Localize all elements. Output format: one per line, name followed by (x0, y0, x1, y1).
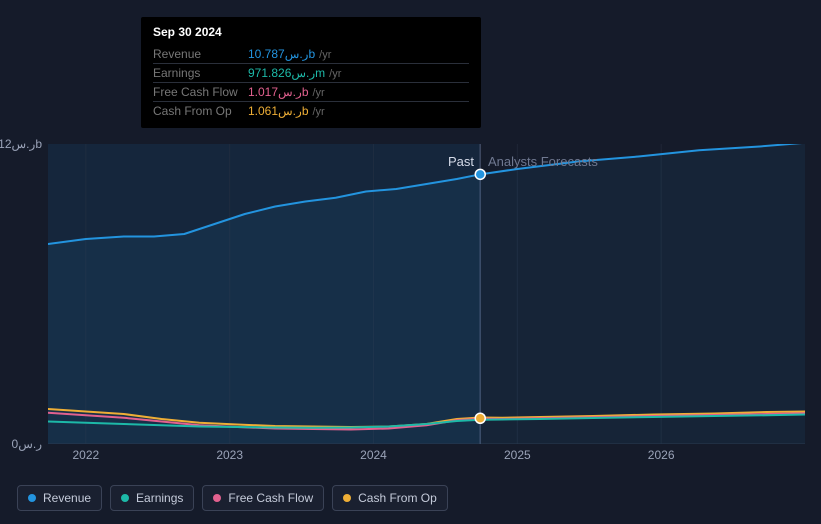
x-axis-tick-label: 2022 (72, 448, 99, 462)
y-axis-tick-label: ر.س12b (0, 137, 48, 151)
tooltip-metric-value: ر.س971.826m (248, 66, 325, 80)
x-axis-tick-label: 2023 (216, 448, 243, 462)
legend-label: Cash From Op (358, 491, 437, 505)
legend-dot-icon (121, 494, 129, 502)
tooltip-metric-value: ر.س1.061b (248, 104, 309, 118)
legend-item-earnings[interactable]: Earnings (110, 485, 194, 511)
tooltip-metric-label: Cash From Op (153, 104, 248, 118)
legend-dot-icon (28, 494, 36, 502)
hover-tooltip: Sep 30 2024 Revenueر.س10.787b/yrEarnings… (141, 17, 481, 128)
x-axis-tick-label: 2024 (360, 448, 387, 462)
tooltip-row: Free Cash Flowر.س1.017b/yr (153, 83, 469, 102)
tooltip-row: Earningsر.س971.826m/yr (153, 64, 469, 83)
legend-label: Revenue (43, 491, 91, 505)
chart-area[interactable]: Past Analysts Forecasts ر.س12bر.س0 20222… (48, 144, 805, 444)
tooltip-unit: /yr (329, 68, 341, 80)
tooltip-unit: /yr (319, 49, 331, 61)
x-axis-tick-label: 2026 (648, 448, 675, 462)
legend-item-free_cash_flow[interactable]: Free Cash Flow (202, 485, 324, 511)
legend-dot-icon (213, 494, 221, 502)
legend-item-cash_from_op[interactable]: Cash From Op (332, 485, 448, 511)
tooltip-unit: /yr (313, 106, 325, 118)
forecast-label: Analysts Forecasts (488, 154, 598, 169)
tooltip-metric-value: ر.س1.017b (248, 85, 309, 99)
legend-dot-icon (343, 494, 351, 502)
chart-legend: Revenue Earnings Free Cash Flow Cash From O… (17, 485, 448, 511)
legend-label: Earnings (136, 491, 183, 505)
tooltip-metric-label: Revenue (153, 47, 248, 61)
tooltip-row: Revenueر.س10.787b/yr (153, 45, 469, 64)
tooltip-rows: Revenueر.س10.787b/yrEarningsر.س971.826m/… (153, 45, 469, 120)
tooltip-metric-label: Free Cash Flow (153, 85, 248, 99)
past-label: Past (448, 154, 474, 169)
y-axis-tick-label: ر.س0 (12, 437, 48, 451)
legend-item-revenue[interactable]: Revenue (17, 485, 102, 511)
x-axis-tick-label: 2025 (504, 448, 531, 462)
tooltip-unit: /yr (313, 87, 325, 99)
tooltip-metric-label: Earnings (153, 66, 248, 80)
legend-label: Free Cash Flow (228, 491, 313, 505)
tooltip-date: Sep 30 2024 (153, 25, 469, 39)
chart-svg (48, 144, 805, 444)
tooltip-metric-value: ر.س10.787b (248, 47, 315, 61)
tooltip-row: Cash From Opر.س1.061b/yr (153, 102, 469, 120)
x-axis-labels: 2022 2023 2024 2025 2026 (48, 448, 805, 464)
